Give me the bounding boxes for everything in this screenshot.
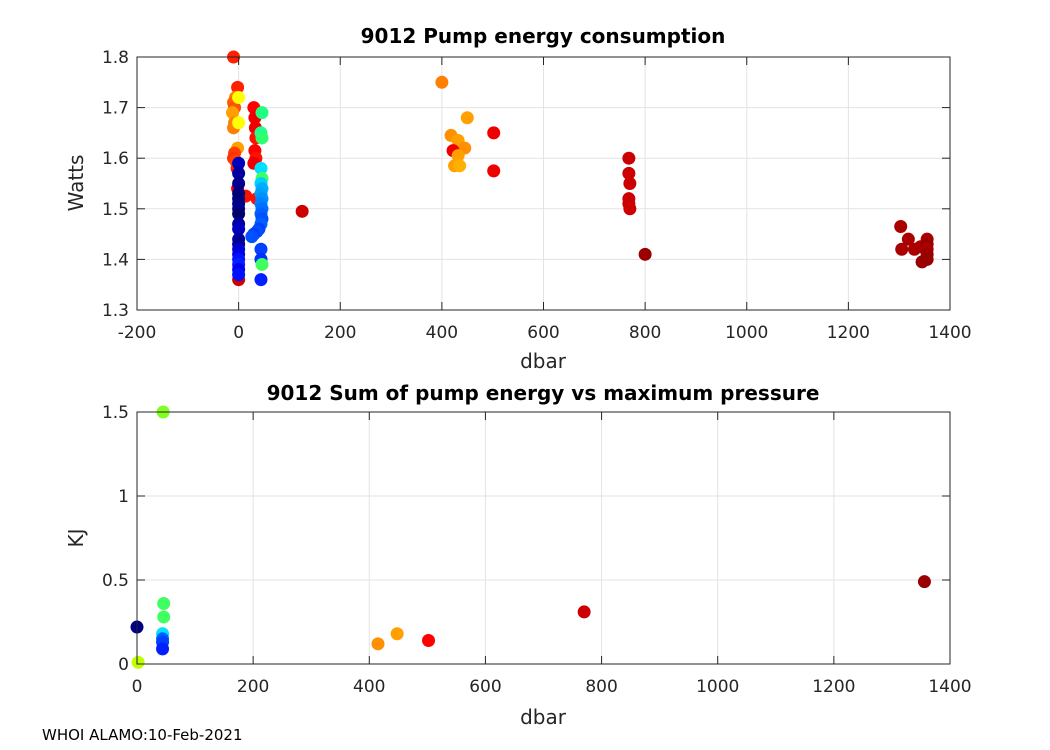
data-point (254, 273, 268, 287)
data-point (460, 111, 474, 125)
data-point (131, 655, 145, 669)
energy-sum-axes: 0 200 400 600 800 1000 1200 1400 0 0.5 1 1.5 9012 S… (64, 381, 972, 729)
data-point (622, 166, 636, 180)
x-tick-label: 800 (585, 677, 617, 697)
axes-box (136, 411, 951, 665)
x-tick-label: 1000 (725, 323, 768, 343)
chart-title: 9012 Sum of pump energy vs maximum press… (267, 381, 820, 405)
data-point (917, 575, 931, 589)
energy-consumption-axes: -200 0 200 400 600 800 1000 1200 1400 1.3 1.4 1.5 1.… (64, 24, 972, 373)
data-point (422, 633, 436, 647)
y-tick-label: 0.5 (102, 571, 129, 591)
y-tick-label: 1.3 (102, 301, 129, 321)
x-tick-label: 800 (629, 323, 661, 343)
x-tick-label: 400 (426, 323, 458, 343)
data-point (622, 151, 636, 165)
data-point (894, 220, 908, 234)
x-tick-label: 1400 (928, 677, 971, 697)
y-tick-label: 1.5 (102, 200, 129, 220)
x-tick-label: -200 (118, 323, 157, 343)
tick-labels: 0 200 400 600 800 1000 1200 1400 0 0.5 1 1.5 (102, 403, 972, 697)
data-point (920, 252, 934, 266)
x-tick-label: 0 (233, 323, 244, 343)
chart-title: 9012 Pump energy consumption (361, 24, 726, 48)
data-point (232, 156, 246, 170)
data-point (255, 131, 269, 145)
plot-area (137, 412, 950, 664)
y-tick-label: 1 (118, 487, 129, 507)
x-tick-label: 200 (237, 677, 269, 697)
data-point (226, 106, 240, 120)
data-point (453, 159, 467, 173)
data-point (232, 222, 246, 236)
x-tick-label: 1200 (827, 323, 870, 343)
data-point (156, 642, 170, 656)
y-tick-label: 1.7 (102, 99, 129, 119)
data-point (157, 610, 171, 624)
footer-credit: WHOI ALAMO:10-Feb-2021 (42, 726, 243, 744)
x-tick-label: 400 (353, 677, 385, 697)
y-axis-label: Watts (64, 155, 88, 212)
data-point (232, 90, 246, 104)
data-point (295, 204, 309, 218)
data-point (901, 232, 915, 246)
y-tick-label: 1.6 (102, 149, 129, 169)
x-axis-label: dbar (520, 705, 567, 729)
data-point (487, 164, 501, 178)
data-point (638, 247, 652, 261)
data-point (487, 126, 501, 140)
data-point (254, 161, 268, 175)
x-tick-label: 0 (132, 677, 143, 697)
data-point (157, 597, 171, 611)
x-tick-label: 600 (469, 677, 501, 697)
data-point (232, 116, 246, 130)
y-tick-label: 0 (118, 655, 129, 675)
data-point (245, 230, 259, 244)
data-point (371, 637, 385, 651)
data-points (130, 405, 931, 669)
tick-labels: -200 0 200 400 600 800 1000 1200 1400 1.3 1.4 1.5 1.… (102, 48, 972, 343)
data-point (232, 207, 246, 221)
y-tick-label: 1.8 (102, 48, 129, 68)
x-tick-label: 1200 (812, 677, 855, 697)
data-point (231, 80, 245, 94)
x-tick-label: 1400 (928, 323, 971, 343)
x-tick-label: 1000 (696, 677, 739, 697)
data-point (623, 177, 637, 190)
data-point (895, 242, 909, 256)
data-point (435, 75, 449, 89)
data-point (623, 202, 637, 216)
data-point (390, 627, 404, 641)
y-tick-label: 1.5 (102, 403, 129, 423)
data-point (232, 177, 246, 190)
data-point (255, 106, 269, 120)
y-tick-label: 1.4 (102, 250, 129, 270)
data-point (254, 242, 268, 256)
x-tick-label: 200 (324, 323, 356, 343)
x-axis-label: dbar (520, 349, 567, 373)
data-point (232, 268, 246, 282)
data-point (577, 605, 591, 619)
y-axis-label: KJ (64, 528, 88, 547)
data-point (451, 149, 465, 163)
x-tick-label: 600 (527, 323, 559, 343)
data-point (255, 257, 269, 271)
data-point (232, 166, 246, 180)
data-points (226, 50, 934, 287)
